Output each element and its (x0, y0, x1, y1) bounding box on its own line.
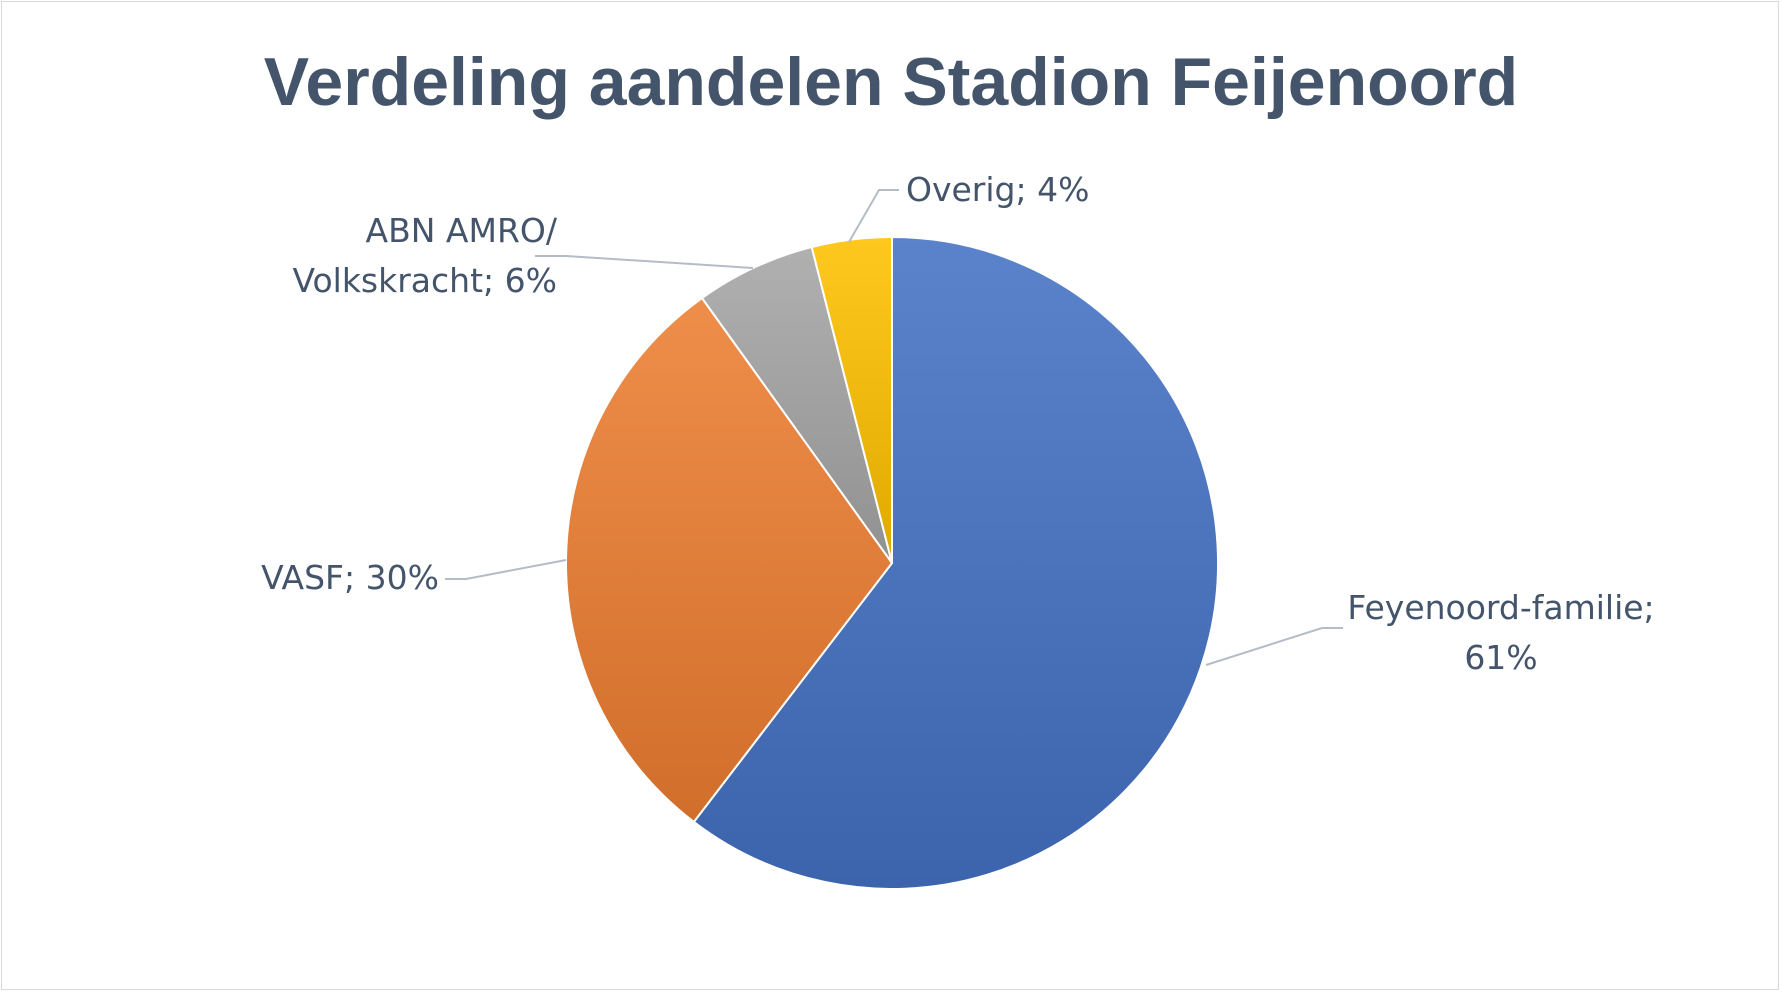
leader-line-overig (848, 189, 899, 243)
data-label-abn-amro-volkskracht: ABN AMRO/Volkskracht; 6% (292, 211, 557, 300)
leader-line-abn-amro-volkskracht (535, 255, 754, 269)
leader-lines (445, 189, 1343, 666)
leader-line-vasf (445, 559, 567, 580)
pie-slices (565, 235, 1219, 890)
chart-title: Verdeling aandelen Stadion Feijenoord (263, 44, 1519, 120)
data-labels: Feyenoord-familie; 61% VASF; 30% ABN AMRO/V… (261, 170, 1655, 677)
data-label-overig: Overig; 4% (906, 170, 1089, 209)
data-label-vasf: VASF; 30% (261, 558, 439, 597)
pie-slice-abn-amro-volkskracht (700, 245, 893, 564)
pie-slice-vasf (565, 296, 894, 824)
data-label-feyenoord-familie: Feyenoord-familie; 61% (1347, 588, 1654, 677)
pie-slice-feyenoord-familie (692, 235, 1219, 890)
leader-line-feyenoord-familie (1205, 627, 1343, 666)
